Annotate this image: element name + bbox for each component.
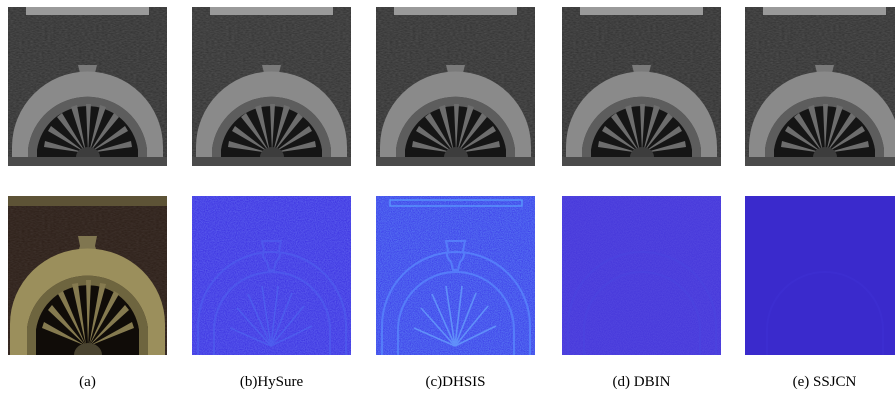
caption-ssjcn: (e) SSJCN xyxy=(792,374,857,390)
caption-a: (a) xyxy=(79,374,96,390)
reconstruction-image-dbin xyxy=(562,7,721,166)
error-map-dhsis xyxy=(376,196,535,355)
error-map-ssjcn xyxy=(745,196,895,355)
reconstruction-image-hysure xyxy=(192,7,351,166)
reconstruction-image-a xyxy=(8,7,167,166)
error-map-hysure xyxy=(192,196,351,355)
caption-dhsis: (c)DHSIS xyxy=(425,374,486,390)
reconstruction-image-dhsis xyxy=(376,7,535,166)
rgb-ground-truth-image xyxy=(8,196,167,355)
caption-hysure: (b)HySure xyxy=(239,374,304,390)
error-map-dbin xyxy=(562,196,721,355)
reconstruction-image-ssjcn xyxy=(745,7,895,166)
caption-dbin: (d) DBIN xyxy=(612,374,671,390)
